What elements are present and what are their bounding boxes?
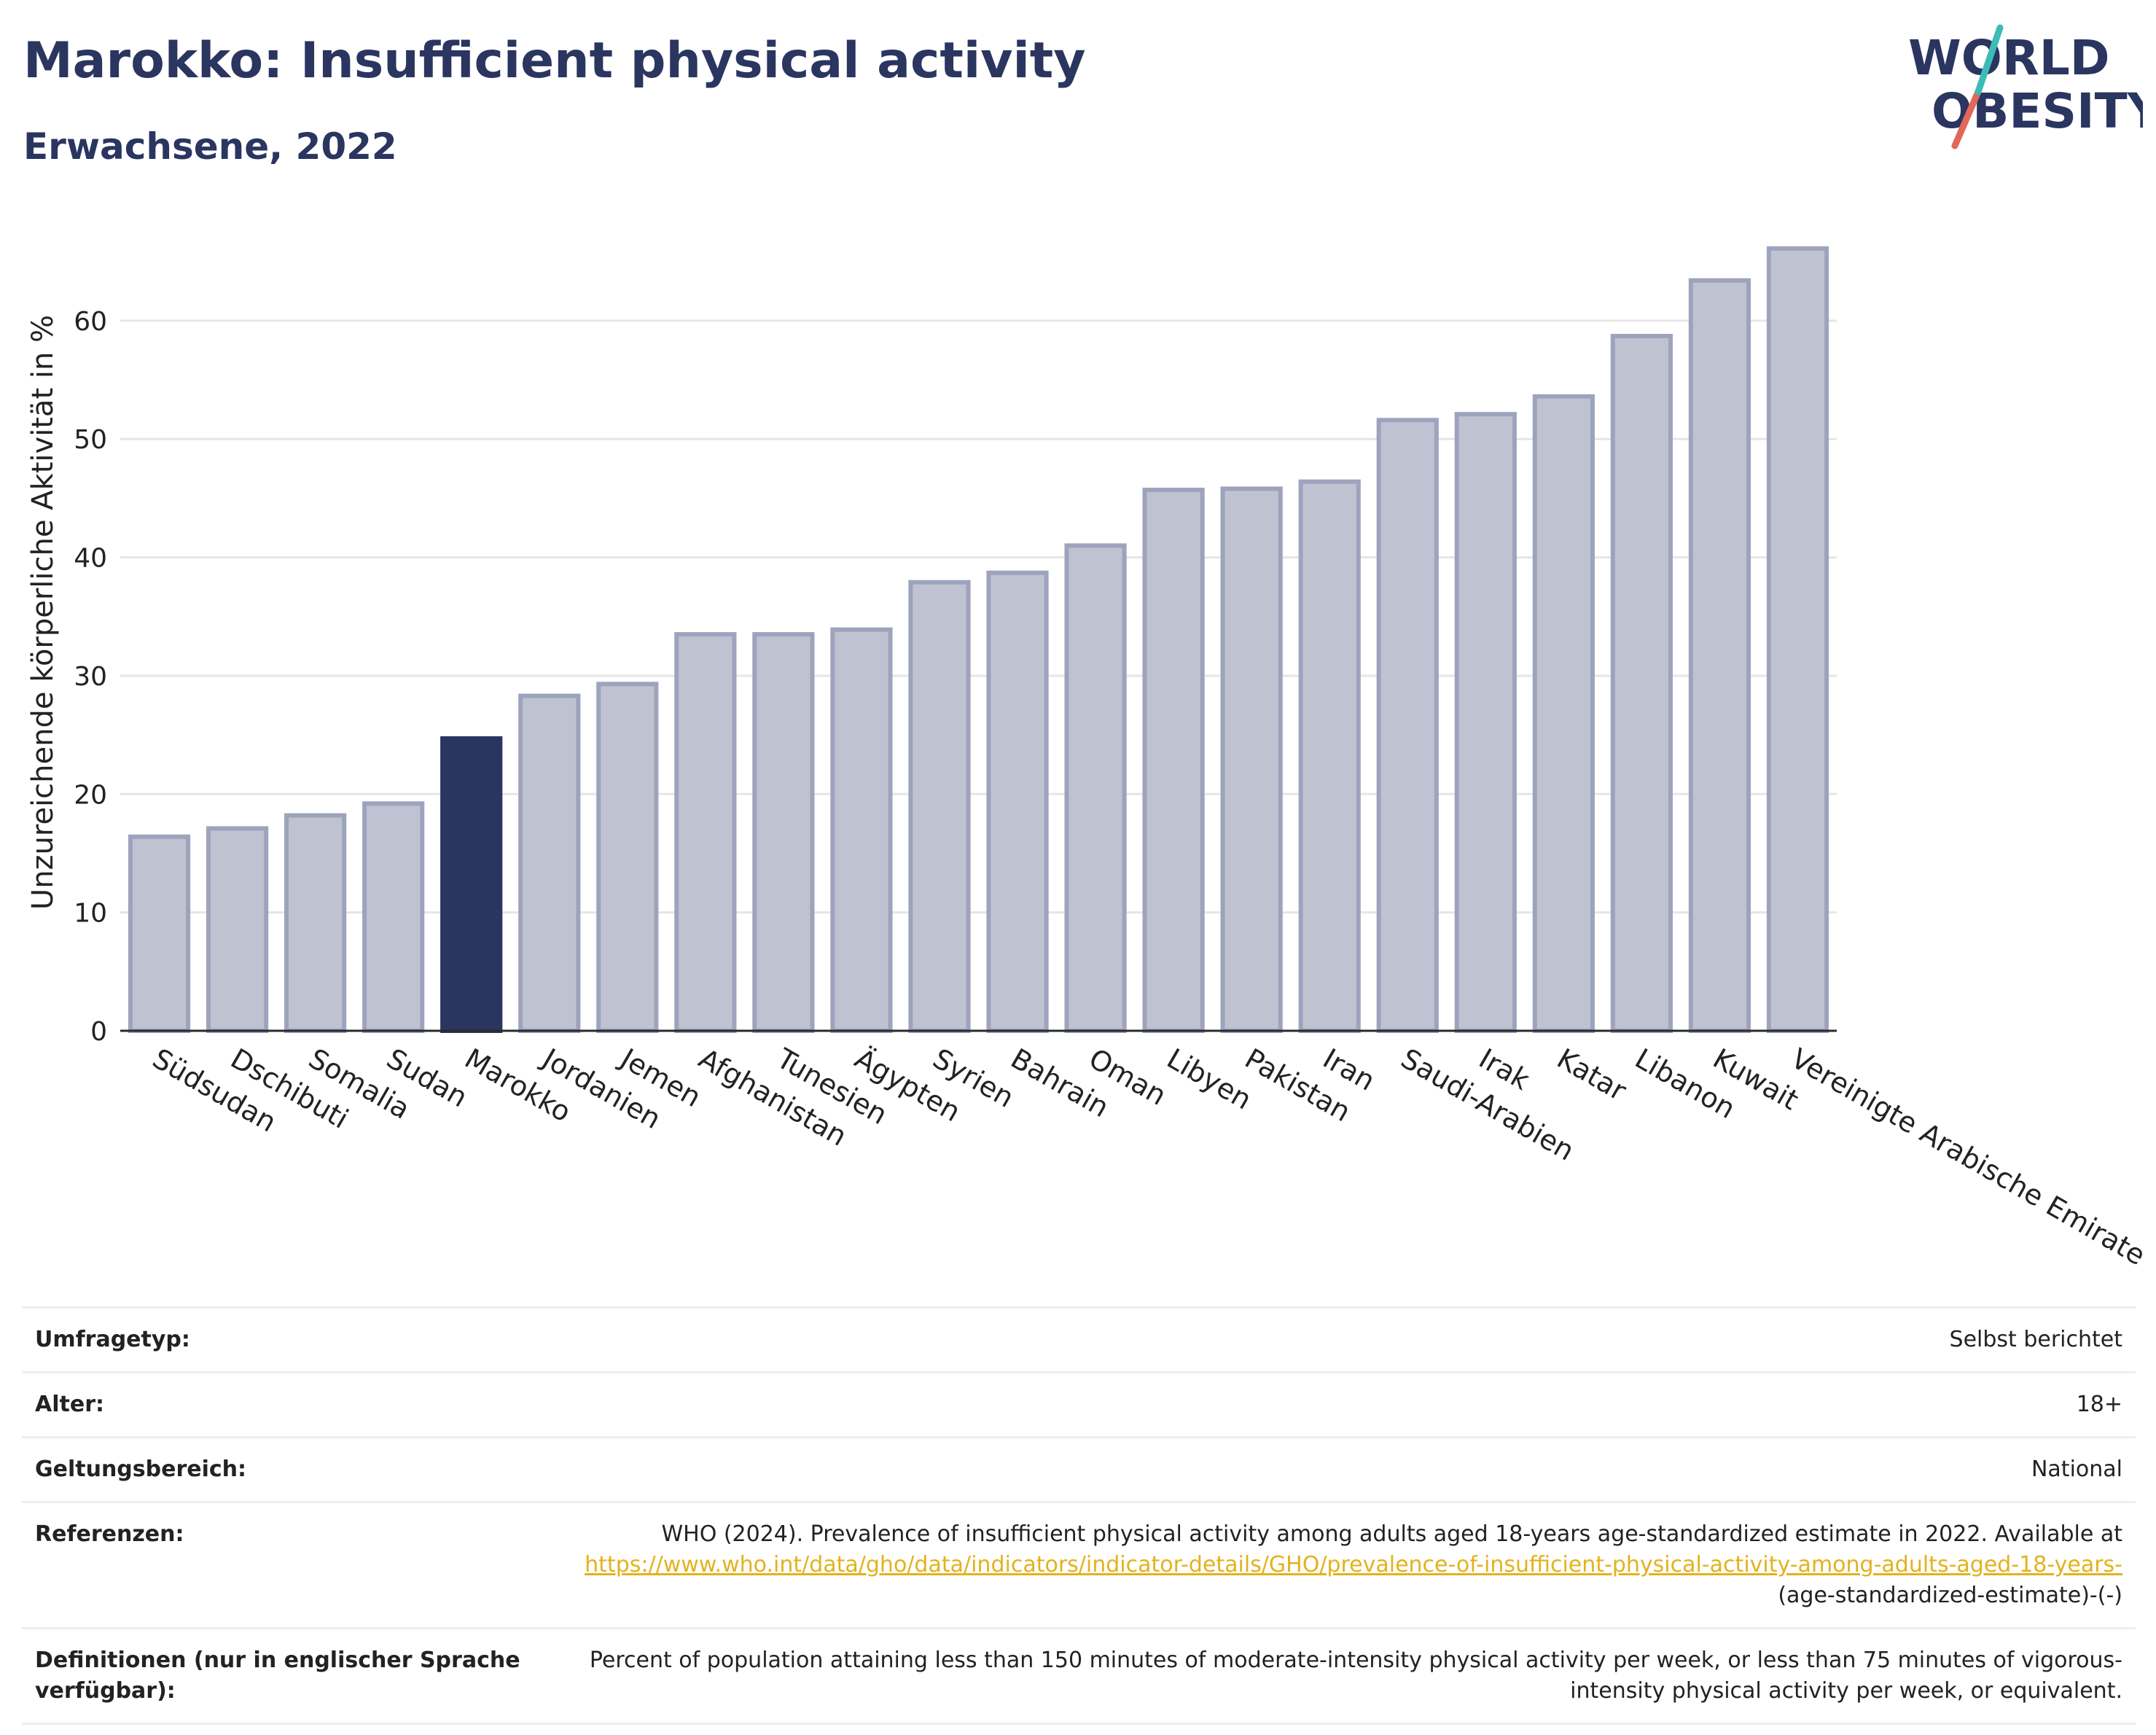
- y-tick-label: 20: [74, 780, 107, 810]
- y-tick-label: 40: [74, 544, 107, 574]
- meta-key: Definitionen (nur in englischer Sprache …: [35, 1648, 520, 1704]
- bar-chart: 0 10 20 30 40 50 60 SüdsudanDschibutiSomaliaSu…: [26, 246, 2151, 1272]
- meta-value: Percent of population attaining less tha…: [589, 1648, 2122, 1704]
- bar-kuwait: [1688, 278, 1751, 1033]
- bar-libyen: [1142, 488, 1205, 1033]
- reference-link[interactable]: https://www.who.int/data/gho/data/indica…: [585, 1552, 2122, 1578]
- meta-key: Geltungsbereich:: [35, 1457, 247, 1482]
- bar-bahrain: [986, 570, 1049, 1033]
- bar-jemen: [596, 682, 659, 1034]
- y-axis-label: Unzureichende körperliche Aktivität in %: [26, 315, 60, 910]
- meta-key: Referenzen:: [35, 1521, 184, 1547]
- meta-key: Umfragetyp:: [35, 1327, 190, 1352]
- bar-irak: [1454, 412, 1517, 1033]
- meta-value: National: [2031, 1457, 2122, 1482]
- logo-line1: WORLD: [1908, 30, 2110, 86]
- meta-row-references: Referenzen: WHO (2024). Prevalence of in…: [22, 1501, 2136, 1627]
- bar-sudan: [362, 801, 425, 1033]
- meta-row-age: Alter: 18+: [22, 1371, 2136, 1436]
- bar-pakistan: [1220, 486, 1283, 1033]
- bar-oman: [1064, 543, 1127, 1033]
- bar-marokko: [440, 736, 503, 1033]
- y-tick-label: 60: [74, 307, 107, 337]
- reference-text-post: (age-standardized-estimate)-(-): [1778, 1583, 2122, 1608]
- bar-libanon: [1610, 333, 1673, 1034]
- bar-südsudan: [128, 834, 191, 1033]
- y-tick-label: 10: [74, 899, 107, 929]
- meta-key: Alter:: [35, 1392, 104, 1417]
- meta-row-definitions: Definitionen (nur in englischer Sprache …: [22, 1627, 2136, 1725]
- logo-slash-teal: [1975, 24, 2004, 95]
- meta-value: Selbst berichtet: [1949, 1327, 2122, 1352]
- logo-slash-red: [1951, 88, 1982, 149]
- y-tick-label: 50: [74, 425, 107, 455]
- meta-row-scope: Geltungsbereich: National: [22, 1436, 2136, 1501]
- bar-saudi-arabien: [1376, 418, 1439, 1033]
- bar-ägypten: [830, 627, 893, 1033]
- bar-katar: [1532, 394, 1595, 1034]
- x-tick-labels: SüdsudanDschibutiSomaliaSudanMarokkoJord…: [147, 1042, 2151, 1272]
- world-obesity-logo: WORLD OBESITY: [1908, 24, 2143, 149]
- x-tick-label: Libyen: [1162, 1042, 1257, 1116]
- bar-afghanistan: [674, 632, 737, 1033]
- bar-vereinigte-arabische-emirate: [1766, 246, 1829, 1034]
- x-tick-label: Katar: [1552, 1042, 1632, 1107]
- bars: [120, 246, 1837, 1034]
- bar-somalia: [284, 813, 347, 1033]
- metadata-table: Umfragetyp: Selbst berichtet Alter: 18+ …: [22, 1306, 2136, 1725]
- y-tick-label: 0: [90, 1017, 107, 1047]
- meta-value: 18+: [2076, 1392, 2122, 1417]
- bar-syrien: [908, 580, 971, 1033]
- meta-row-survey: Umfragetyp: Selbst berichtet: [22, 1306, 2136, 1371]
- bar-dschibuti: [206, 826, 269, 1033]
- y-tick-label: 30: [74, 662, 107, 692]
- bar-iran: [1298, 479, 1361, 1033]
- page-title: Marokko: Insufficient physical activity: [23, 32, 1086, 90]
- meta-value: WHO (2024). Prevalence of insufficient p…: [545, 1519, 2122, 1611]
- y-tick-labels: 0 10 20 30 40 50 60: [74, 307, 107, 1047]
- bar-tunesien: [752, 632, 815, 1033]
- bar-jordanien: [518, 693, 581, 1034]
- x-tick-label: Vereinigte Arabische Emirate: [1786, 1042, 2151, 1272]
- reference-text: WHO (2024). Prevalence of insufficient p…: [661, 1521, 2122, 1547]
- page-subtitle: Erwachsene, 2022: [23, 125, 397, 168]
